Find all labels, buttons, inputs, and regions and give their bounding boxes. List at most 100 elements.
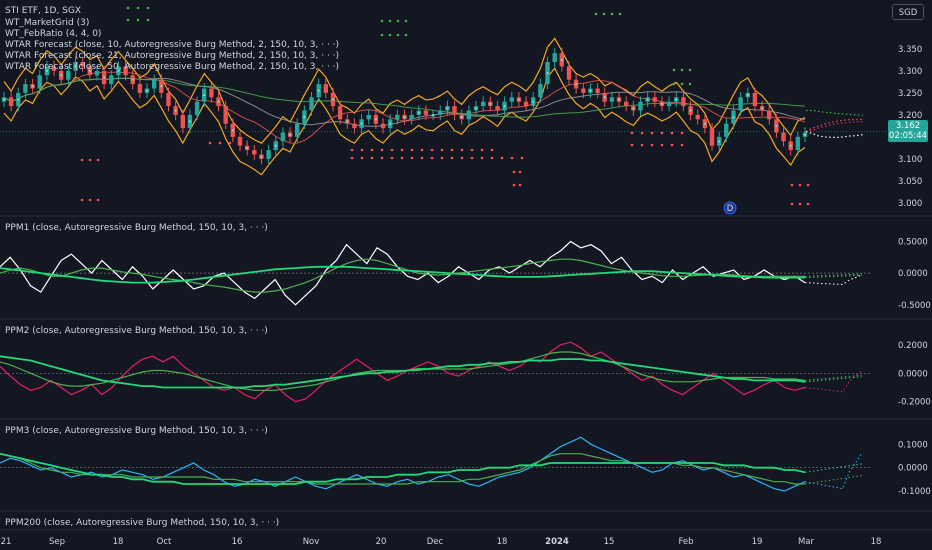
grid-marker-dot — [503, 104, 506, 108]
time-axis-tick: 2024 — [545, 537, 569, 547]
grid-marker-dot — [260, 155, 263, 158]
time-axis-tick: Dec — [427, 537, 444, 547]
osc-axis-tick: 0.0000 — [898, 464, 928, 474]
time-axis-tick: Sep — [49, 537, 65, 547]
candle-body — [209, 88, 214, 98]
candle-body — [581, 88, 586, 93]
grid-marker-dot — [303, 116, 306, 119]
grid-marker-dot — [374, 118, 377, 121]
grid-dot — [470, 148, 474, 152]
candle-body — [109, 75, 114, 85]
candle-body — [366, 114, 371, 120]
indicator-legend-3: WTAR Forecast (close, 21, Autoregressive… — [5, 51, 339, 61]
grid-dot — [798, 183, 802, 187]
candle-body — [709, 128, 715, 146]
grid-dot — [630, 143, 634, 147]
grid-marker-dot — [360, 122, 363, 125]
grid-dot — [146, 6, 150, 10]
grid-dot — [680, 82, 684, 86]
candle-body — [94, 70, 100, 76]
osc-series-line — [0, 258, 805, 293]
grid-dot — [370, 148, 374, 152]
grid-dot — [420, 148, 424, 152]
grid-dot — [136, 18, 140, 22]
time-axis-tick: 19 — [752, 537, 763, 547]
candle-body — [23, 84, 28, 93]
grid-marker-dot — [131, 78, 134, 81]
last-price-tag: 3.162 02:05:44 — [888, 120, 928, 142]
grid-marker-dot — [632, 107, 635, 110]
grid-dot — [640, 143, 644, 147]
grid-marker-dot — [403, 116, 406, 119]
grid-marker-dot — [718, 140, 721, 143]
candle-body — [566, 66, 572, 80]
indicator-legend-2: WTAR Forecast (close, 10, Autoregressive… — [5, 40, 339, 50]
grid-dot — [360, 148, 364, 152]
candle-body — [495, 106, 500, 111]
grid-marker-dot — [45, 69, 49, 72]
time-axis-tick: 21 — [1, 537, 12, 547]
candle-body — [638, 101, 643, 111]
grid-dot — [480, 156, 484, 160]
grid-marker-dot — [489, 102, 492, 105]
forecast-line-red — [805, 118, 863, 133]
grid-marker-dot — [231, 129, 234, 132]
grid-marker-dot — [145, 89, 149, 92]
candle-body — [237, 136, 243, 146]
grid-marker-dot — [474, 107, 478, 110]
grid-dot — [404, 33, 408, 37]
forecast-line-pink — [805, 121, 863, 133]
grid-dot — [680, 131, 684, 135]
last-price-value: 3.162 — [895, 121, 921, 131]
osc-axis-tick: 0.2000 — [898, 341, 928, 351]
grid-dot — [380, 19, 384, 23]
time-axis-tick: 20 — [376, 537, 387, 547]
pane-title-1: PPM1 (close, Autoregressive Burg Method,… — [5, 223, 268, 233]
candle-body — [781, 132, 786, 142]
grid-dot — [790, 183, 794, 187]
lower-band — [3, 67, 806, 176]
grid-dot — [490, 156, 494, 160]
candle-body — [624, 101, 629, 107]
osc-series-line — [0, 453, 805, 485]
moving-average-10 — [3, 71, 806, 144]
candle-body — [395, 114, 400, 120]
candle-body — [666, 101, 672, 107]
candle-body — [380, 123, 386, 129]
grid-marker-dot — [789, 144, 792, 147]
grid-marker-dot — [803, 133, 807, 136]
osc-forecast-line — [804, 453, 863, 490]
grid-dot — [430, 148, 434, 152]
candle-body — [738, 97, 743, 111]
dividend-event-icon — [723, 201, 737, 215]
candle-body — [509, 97, 514, 102]
osc-forecast-line — [804, 370, 863, 393]
indicator-legend-1: WT_FebRatio (4, 4, 0) — [5, 29, 101, 39]
grid-marker-dot — [17, 98, 20, 101]
grid-dot — [410, 156, 414, 160]
grid-dot — [660, 143, 664, 147]
candle-body — [37, 75, 42, 89]
currency-button[interactable]: SGD — [892, 4, 924, 20]
moving-average-50 — [3, 77, 806, 118]
grid-dot — [512, 183, 516, 187]
osc-series-line — [0, 355, 806, 389]
candle-body — [266, 150, 271, 159]
grid-dot — [512, 170, 516, 174]
grid-marker-dot — [389, 122, 392, 125]
grid-dot — [450, 148, 454, 152]
grid-dot — [370, 156, 374, 160]
symbol-title: STI ETF, 1D, SGX — [5, 6, 81, 16]
grid-dot — [218, 141, 222, 145]
candle-body — [80, 62, 85, 67]
grid-dot — [80, 158, 84, 162]
candle-body — [194, 101, 200, 115]
grid-dot — [400, 156, 404, 160]
osc-axis-tick: -0.1000 — [898, 487, 931, 497]
grid-dot — [798, 202, 802, 206]
grid-marker-dot — [703, 122, 706, 125]
candle-body — [166, 92, 171, 107]
candle-body — [652, 97, 657, 102]
grid-dot — [126, 18, 130, 22]
